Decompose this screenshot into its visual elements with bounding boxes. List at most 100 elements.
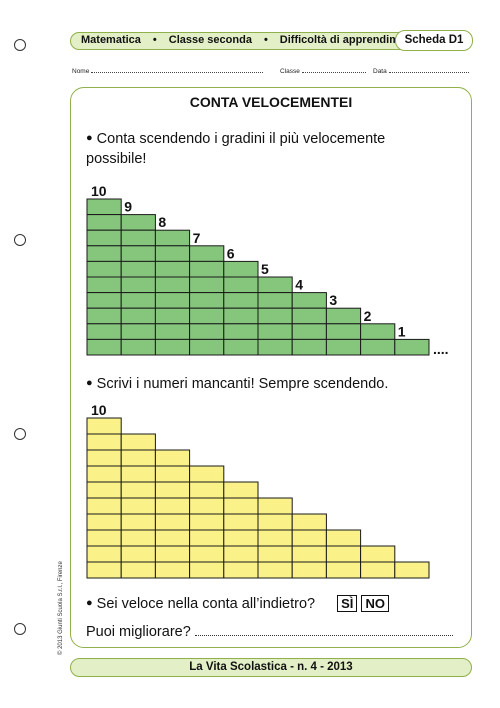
stair-brick [86,433,122,451]
stair-brick [86,465,122,483]
stair-brick [120,433,156,451]
binder-hole [14,428,26,440]
header-subject: Matematica [81,34,141,46]
stair-brick [223,513,259,531]
stair-brick [86,481,122,499]
binder-hole [14,623,26,635]
stair-brick [120,513,156,531]
improve-text: Puoi migliorare? [86,624,191,640]
name-field-row: Nome [72,66,264,75]
stair-brick [223,481,259,499]
stair-brick [223,545,259,563]
header-topic: Difficoltà di apprendimento [279,34,423,46]
yes-answer-box[interactable]: SÌ [337,595,358,612]
instruction-1-line2: possibile! [86,151,147,167]
copyright-text: © 2013 Giunti Scuola S.r.l., Firenze [58,561,64,655]
question-row: ● Sei veloce nella conta all’indietro? SÌ… [86,593,389,614]
stair-brick [257,497,293,515]
stair-brick [86,449,122,467]
class-field[interactable] [301,66,366,73]
stair-brick [325,529,362,547]
name-label: Nome [72,68,90,75]
stair-brick [120,529,156,547]
stair-brick [189,513,225,531]
bullet-icon: ● [86,377,93,389]
stair-brick [291,545,327,563]
stair-brick [291,513,327,531]
step-number-9: 9 [124,199,132,215]
name-field[interactable] [91,66,264,73]
stair-brick [86,513,122,531]
stair-brick [120,545,156,563]
stair-brick [189,545,225,563]
step-number-8: 8 [158,214,166,230]
stair-brick [154,449,191,467]
stair-brick [120,465,156,483]
instruction-2: ● Scrivi i numeri mancanti! Sempre scende… [86,373,388,394]
binder-hole [14,39,26,51]
stair-brick [291,529,327,547]
step-number-7: 7 [193,230,201,246]
stair-brick [291,561,327,579]
step-number-4: 4 [295,277,303,293]
stair-brick [86,497,122,515]
class-field-row: Classe [280,66,366,75]
stair-brick [189,481,225,499]
step-number-2: 2 [364,308,372,324]
stair-brick [325,561,362,579]
sheet-label: Scheda D1 [395,30,473,51]
stair-brick [394,338,430,356]
step-number-10: 10 [91,183,107,199]
improve-row: Puoi migliorare? [86,622,453,642]
stair-brick [360,545,396,563]
worksheet-frame [70,87,472,648]
stair-brick [154,513,191,531]
date-field-row: Data [373,66,469,75]
stair-brick [257,513,293,531]
stair-brick [154,481,191,499]
date-label: Data [373,68,387,75]
stair-brick [86,545,122,563]
bullet-icon: ● [86,597,93,609]
stair-brick [223,529,259,547]
class-label: Classe [280,68,300,75]
stair-brick [394,561,430,579]
stair-brick [189,497,225,515]
step-number-3: 3 [329,292,337,308]
stair-brick [257,545,293,563]
bullet-icon: ● [86,132,93,144]
stair-brick [154,561,191,579]
no-answer-box[interactable]: NO [361,595,389,612]
instruction-1: ● Conta scendendo i gradini il più veloce… [86,128,385,169]
question-text: Sei veloce nella conta all’indietro? [96,596,316,612]
stair-brick [189,561,225,579]
stair-brick [86,529,122,547]
stair-brick [360,561,396,579]
footer-bar: La Vita Scolastica - n. 4 - 2013 [70,658,472,677]
step-number-6: 6 [227,245,235,261]
stair-brick [154,545,191,563]
stair-brick [189,465,225,483]
stair-brick [257,561,293,579]
stair-brick [223,497,259,515]
stair-brick [154,465,191,483]
header-grade: Classe seconda [168,34,252,46]
page-title: CONTA VELOCEMENTEI [189,94,353,110]
improve-answer-line[interactable] [194,625,453,636]
step-number-1: 1 [398,323,406,339]
stair-brick [154,497,191,515]
date-field[interactable] [388,66,469,73]
instruction-2-text: Scrivi i numeri mancanti! Sempre scenden… [96,376,389,392]
step-number-5: 5 [261,261,269,277]
stair-brick [120,449,156,467]
stair-brick [120,561,156,579]
binder-hole [14,234,26,246]
stair-brick [120,497,156,515]
trailing-dots: .... [433,341,449,357]
stair-brick [86,417,122,435]
header-bar: Matematica • Classe seconda • Difficoltà di … [70,30,473,51]
stair-brick [154,529,191,547]
stair-brick [223,561,259,579]
